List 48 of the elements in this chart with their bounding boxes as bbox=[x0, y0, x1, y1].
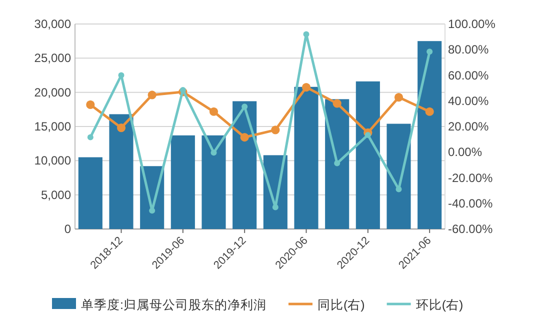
bar bbox=[418, 41, 442, 229]
point bbox=[394, 92, 404, 102]
legend-label: 环比(右) bbox=[416, 298, 464, 312]
bar bbox=[294, 86, 318, 229]
y-tick-label: 25,000 bbox=[34, 51, 72, 66]
bar bbox=[109, 114, 134, 229]
point bbox=[334, 160, 340, 166]
bar bbox=[325, 99, 350, 229]
y-tick-label: 15,000 bbox=[34, 120, 72, 134]
y2-tick-label: 20.00% bbox=[448, 120, 490, 134]
point bbox=[332, 99, 342, 108]
point bbox=[148, 90, 156, 100]
y-tick-label: 10,000 bbox=[34, 154, 72, 168]
point bbox=[425, 107, 434, 116]
y2-tick-label: -40.00% bbox=[448, 196, 494, 210]
y-tick-label: 20,000 bbox=[34, 85, 72, 100]
point bbox=[302, 82, 311, 92]
point bbox=[303, 31, 310, 38]
y2-tick-label: 80.00% bbox=[448, 42, 490, 57]
bar bbox=[356, 81, 380, 229]
bar bbox=[78, 157, 102, 229]
y2-tick-label: 40.00% bbox=[448, 94, 490, 108]
point bbox=[210, 150, 217, 156]
legend-label: 同比(右) bbox=[317, 298, 365, 312]
bar bbox=[232, 101, 257, 229]
bar bbox=[202, 135, 226, 229]
bar bbox=[170, 135, 195, 229]
y2-tick-label: 60.00% bbox=[448, 68, 490, 82]
point bbox=[364, 132, 371, 138]
y2-tick-label: 0.00% bbox=[448, 145, 482, 160]
y-tick-label: 30,000 bbox=[34, 17, 72, 31]
legend-label: 单季度:归属母公司股东的净利润 bbox=[81, 297, 266, 312]
point bbox=[271, 126, 280, 134]
point bbox=[240, 132, 249, 142]
bar bbox=[386, 124, 411, 229]
y2-tick-label: -60.00% bbox=[448, 222, 494, 236]
y-tick-label: 0 bbox=[64, 222, 72, 236]
point bbox=[209, 107, 218, 116]
y-tick-label: 5,000 bbox=[40, 188, 72, 202]
point bbox=[116, 123, 126, 132]
point bbox=[180, 86, 186, 93]
y2-tick-label: 100.00% bbox=[448, 17, 496, 31]
point bbox=[86, 100, 95, 110]
point bbox=[426, 48, 433, 55]
point bbox=[87, 134, 94, 140]
y2-tick-label: -20.00% bbox=[448, 170, 494, 185]
point bbox=[272, 204, 278, 210]
point bbox=[149, 208, 156, 214]
